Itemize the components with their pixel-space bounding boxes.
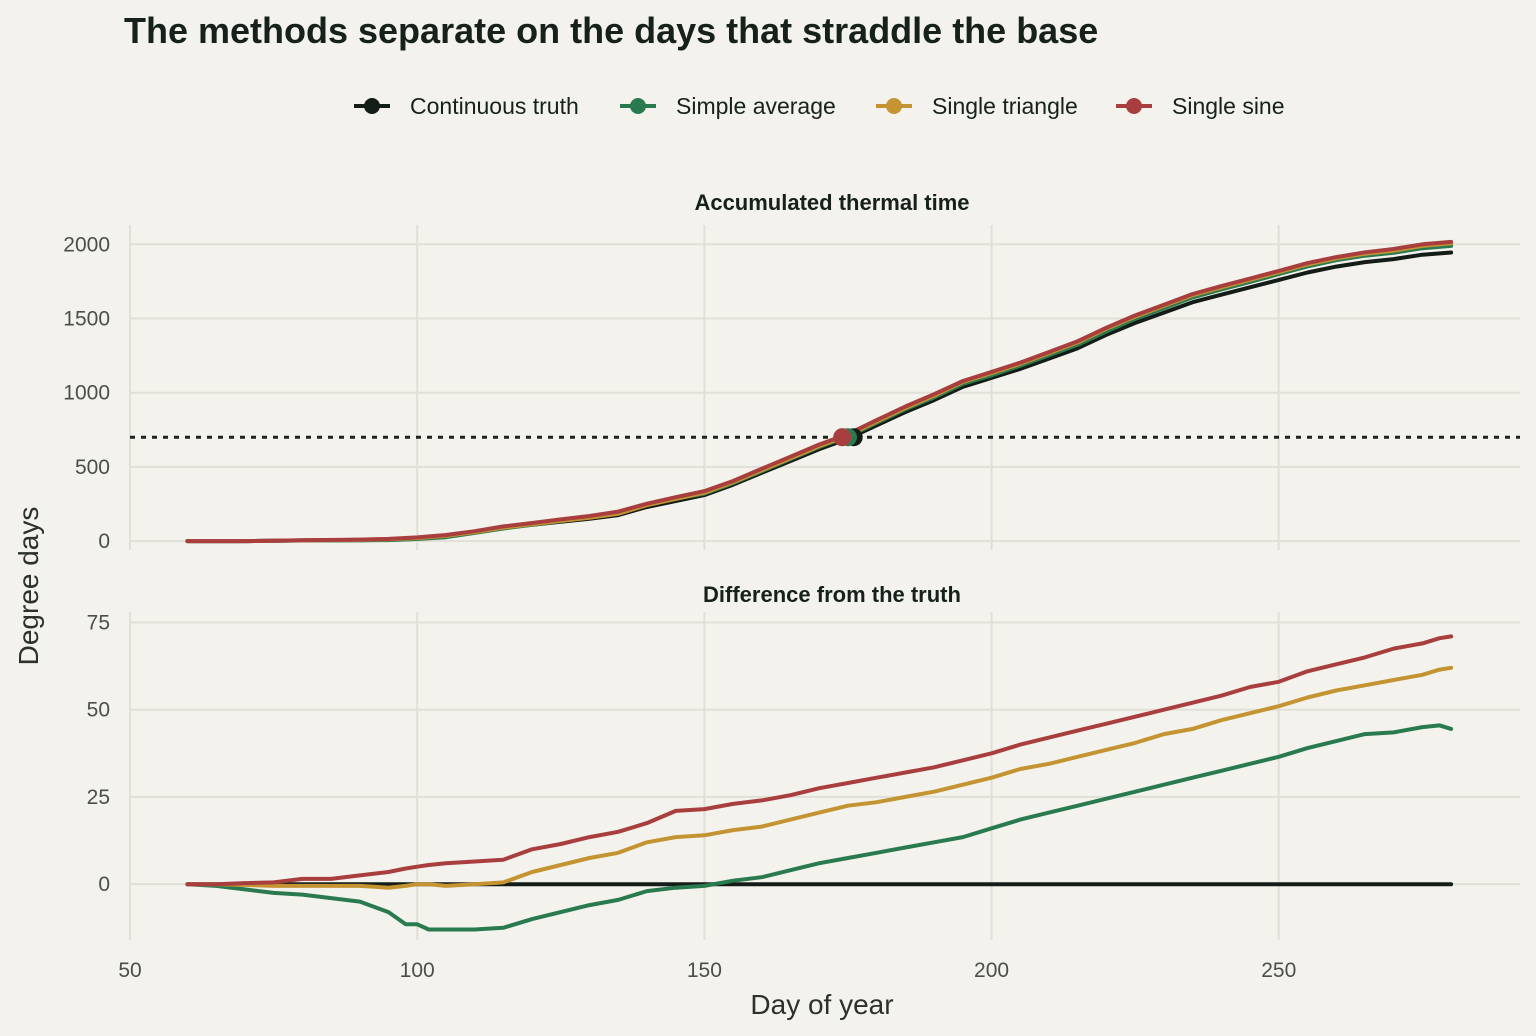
legend-item-continuous-truth: Continuous truth (354, 93, 579, 119)
x-tick-label: 100 (400, 959, 435, 982)
legend: Continuous truth Simple average Single tri… (354, 93, 1285, 119)
legend-label-single-sine: Single sine (1172, 93, 1285, 119)
x-axis-title: Day of year (750, 989, 893, 1020)
y-tick-label: 500 (75, 456, 110, 479)
crossing-point-single-sine (833, 428, 852, 447)
panel-title: Difference from the truth (703, 582, 961, 607)
legend-label-simple-average: Simple average (676, 93, 836, 119)
y-tick-label: 1000 (63, 382, 110, 405)
y-tick-label: 50 (87, 699, 110, 722)
legend-marker-single-sine (1126, 98, 1142, 114)
y-tick-label: 2000 (63, 233, 110, 256)
y-tick-label: 0 (98, 873, 110, 896)
panel-title: Accumulated thermal time (694, 190, 969, 215)
legend-item-simple-average: Simple average (620, 93, 836, 119)
x-tick-label: 250 (1261, 959, 1296, 982)
y-tick-label: 25 (87, 786, 110, 809)
y-tick-label: 1500 (63, 307, 110, 330)
series-line-single-triangle (185, 665, 1454, 890)
series-line-simple-average (185, 723, 1454, 932)
legend-item-single-triangle: Single triangle (876, 93, 1078, 119)
legend-item-single-sine: Single sine (1116, 93, 1285, 119)
series-line-single-sine (185, 634, 1454, 887)
series-line-continuous-truth (185, 250, 1454, 544)
legend-marker-single-triangle (886, 98, 902, 114)
panel-difference-from-the-truth: Difference from the truth 0 25 50 75 50 100 150… (87, 582, 1520, 982)
legend-label-single-triangle: Single triangle (932, 93, 1078, 119)
legend-marker-continuous-truth (364, 98, 380, 114)
y-tick-label: 0 (98, 530, 110, 553)
series-line-single-sine (185, 239, 1454, 544)
chart-panels: Accumulated thermal time0500100015002000… (63, 190, 1520, 982)
legend-marker-simple-average (630, 98, 646, 114)
x-tick-label: 150 (687, 959, 722, 982)
panel-accumulated-thermal-time: Accumulated thermal time 0 500 1000 1500 2000 (63, 190, 1520, 553)
y-axis-title: Degree days (13, 507, 44, 666)
legend-label-continuous-truth: Continuous truth (410, 93, 579, 119)
y-tick-label: 75 (87, 611, 110, 634)
x-tick-label: 200 (974, 959, 1009, 982)
chart-title: The methods separate on the days that st… (124, 10, 1098, 51)
x-tick-label: 50 (118, 959, 141, 982)
